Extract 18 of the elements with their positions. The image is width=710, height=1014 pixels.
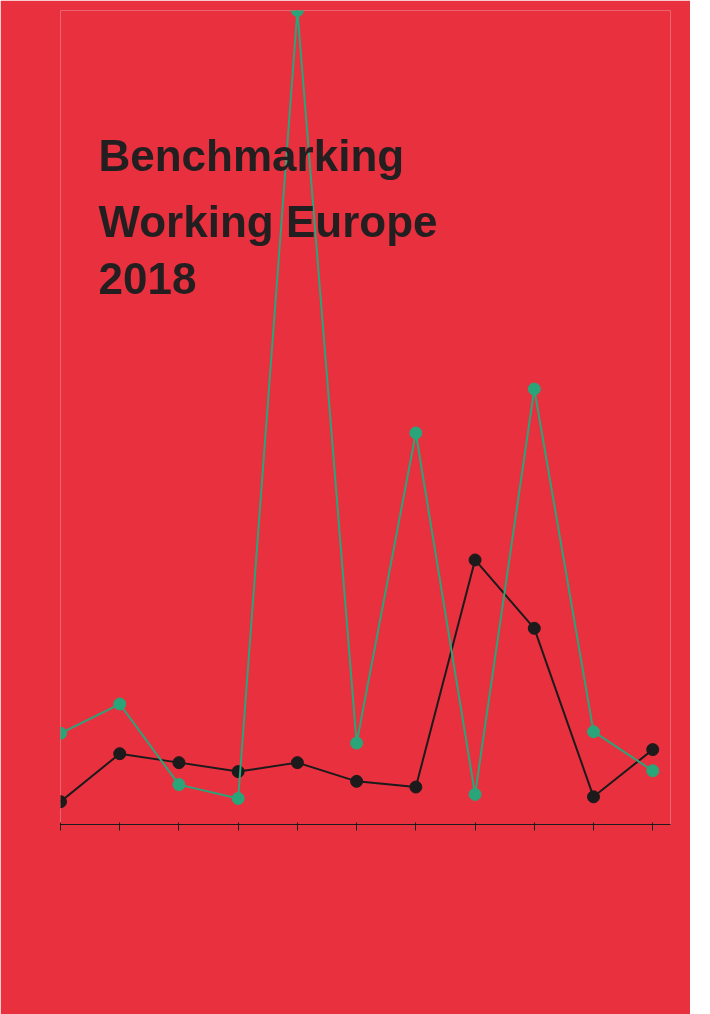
point bbox=[646, 743, 660, 757]
point bbox=[468, 553, 482, 567]
point bbox=[468, 787, 482, 801]
point bbox=[172, 756, 186, 770]
point bbox=[113, 697, 127, 711]
point bbox=[409, 780, 423, 794]
point bbox=[409, 426, 423, 440]
point bbox=[587, 790, 601, 804]
point bbox=[527, 382, 541, 396]
point bbox=[172, 778, 186, 792]
point bbox=[290, 756, 304, 770]
point bbox=[350, 736, 364, 750]
point bbox=[587, 725, 601, 739]
point bbox=[231, 791, 245, 805]
point bbox=[350, 774, 364, 788]
point bbox=[113, 747, 127, 761]
point bbox=[646, 764, 660, 778]
point bbox=[527, 621, 541, 635]
